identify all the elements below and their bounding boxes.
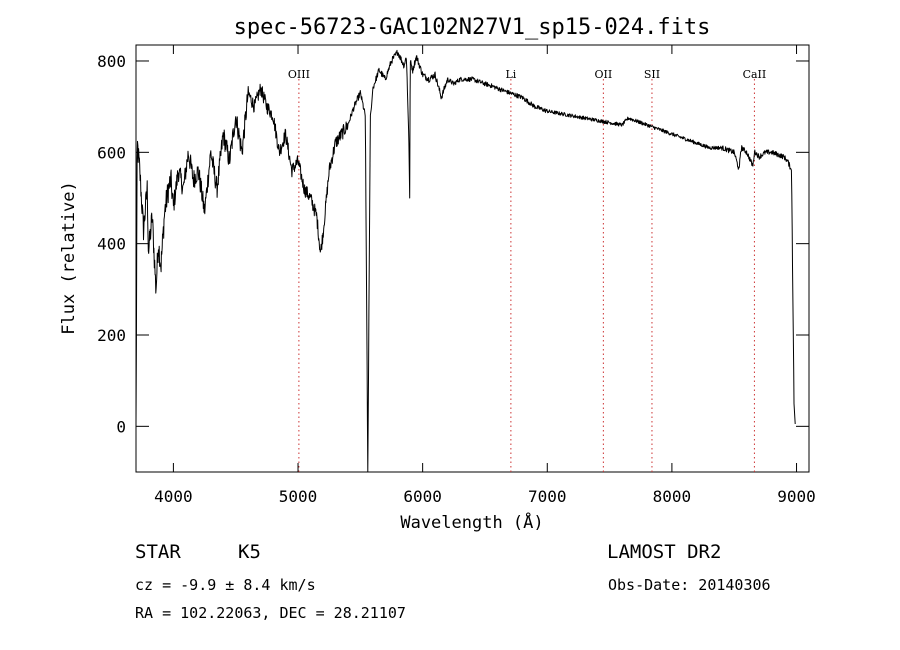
y-axis-label: Flux (relative)	[59, 181, 79, 335]
x-tick-label: 8000	[653, 487, 692, 506]
y-tick-label: 600	[97, 143, 126, 162]
line-label-oii: OII	[595, 68, 613, 81]
y-tick-label: 800	[97, 52, 126, 71]
x-axis-label: Wavelength (Å)	[400, 511, 543, 533]
x-tick-label: 5000	[279, 487, 318, 506]
spectral-line-markers: OIII Li OII SII CaII	[288, 68, 766, 472]
coordinates-info: RA = 102.22063, DEC = 28.21107	[135, 604, 406, 622]
object-class: STAR	[135, 541, 181, 563]
y-tick-label: 400	[97, 235, 126, 254]
line-label-sii: SII	[644, 68, 660, 81]
line-label-caii: CaII	[743, 68, 767, 81]
redshift-info: cz = -9.9 ± 8.4 km/s	[135, 576, 316, 594]
x-tick-label: 4000	[154, 487, 193, 506]
object-subclass: K5	[238, 541, 261, 563]
spectrum-line	[135, 49, 796, 473]
y-tick-label: 200	[97, 326, 126, 345]
x-tick-label: 7000	[528, 487, 567, 506]
observation-date: Obs-Date: 20140306	[608, 576, 771, 594]
chart-title: spec-56723-GAC102N27V1_sp15-024.fits	[234, 15, 711, 40]
plot-frame	[135, 44, 810, 473]
line-label-oiii: OIII	[288, 68, 310, 81]
x-tick-label: 9000	[777, 487, 816, 506]
y-tick-label: 0	[116, 417, 126, 436]
axis-ticks: 4000 5000 6000 7000 8000 9000 0 200 400 600 800	[97, 45, 816, 506]
line-label-li: Li	[505, 68, 516, 81]
x-tick-label: 6000	[403, 487, 442, 506]
survey-label: LAMOST DR2	[607, 541, 722, 563]
